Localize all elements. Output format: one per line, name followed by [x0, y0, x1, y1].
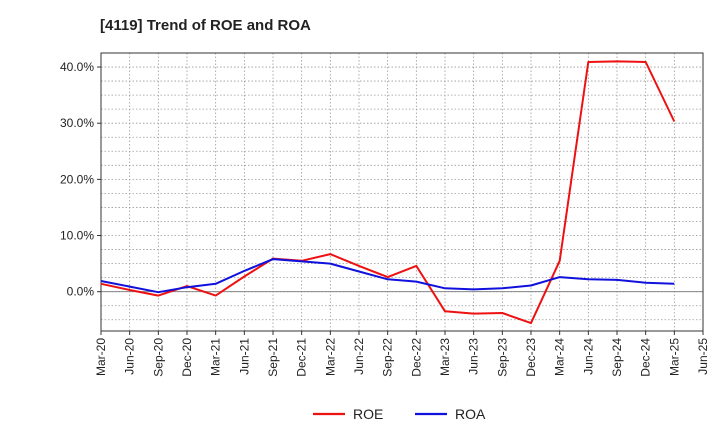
x-tick-label: Mar-20: [94, 338, 108, 376]
x-tick-label: Dec-24: [639, 338, 653, 377]
legend: ROE ROA: [313, 406, 486, 422]
x-tick-label: Sep-21: [266, 338, 280, 377]
y-tick-label: 10.0%: [60, 229, 94, 243]
x-tick-label: Sep-22: [381, 338, 395, 377]
x-tick-label: Jun-21: [237, 338, 251, 375]
series-line-roa: [100, 258, 675, 294]
x-tick-label: Dec-22: [409, 338, 423, 377]
x-tick-label: Mar-24: [553, 338, 567, 376]
x-tick-label: Jun-25: [696, 338, 710, 375]
legend-label-roa: ROA: [455, 406, 486, 422]
series: [100, 60, 676, 325]
x-tick-label: Jun-20: [123, 338, 137, 375]
x-tick-label: Mar-22: [323, 338, 337, 376]
x-tick-label: Jun-24: [581, 338, 595, 375]
y-tick-label: 40.0%: [60, 60, 94, 74]
series-line-roe: [100, 60, 676, 325]
x-tick-label: Mar-21: [209, 338, 223, 376]
y-tick-label: 20.0%: [60, 172, 94, 186]
y-tick-label: 30.0%: [60, 116, 94, 130]
x-tick-label: Dec-23: [524, 338, 538, 377]
x-tick-label: Jun-23: [467, 338, 481, 375]
x-tick-label: Dec-21: [295, 338, 309, 377]
x-tick-label: Mar-25: [667, 338, 681, 376]
plot-area: [100, 52, 704, 332]
x-tick-label: Dec-20: [180, 338, 194, 377]
y-axis: 0.0% 10.0% 20.0% 30.0% 40.0%: [60, 60, 101, 299]
x-tick-label: Mar-23: [438, 338, 452, 376]
chart-title: [4119] Trend of ROE and ROA: [100, 17, 311, 34]
x-tick-label: Jun-22: [352, 338, 366, 375]
x-tick-label: Sep-20: [151, 338, 165, 377]
grid: [101, 53, 703, 331]
x-tick-label: Sep-24: [610, 338, 624, 377]
x-axis: Mar-20 Jun-20 Sep-20 Dec-20 Mar-21 Jun-21 Sep-…: [94, 331, 710, 377]
legend-label-roe: ROE: [353, 406, 383, 422]
y-tick-label: 0.0%: [67, 285, 95, 299]
x-tick-label: Sep-23: [495, 338, 509, 377]
